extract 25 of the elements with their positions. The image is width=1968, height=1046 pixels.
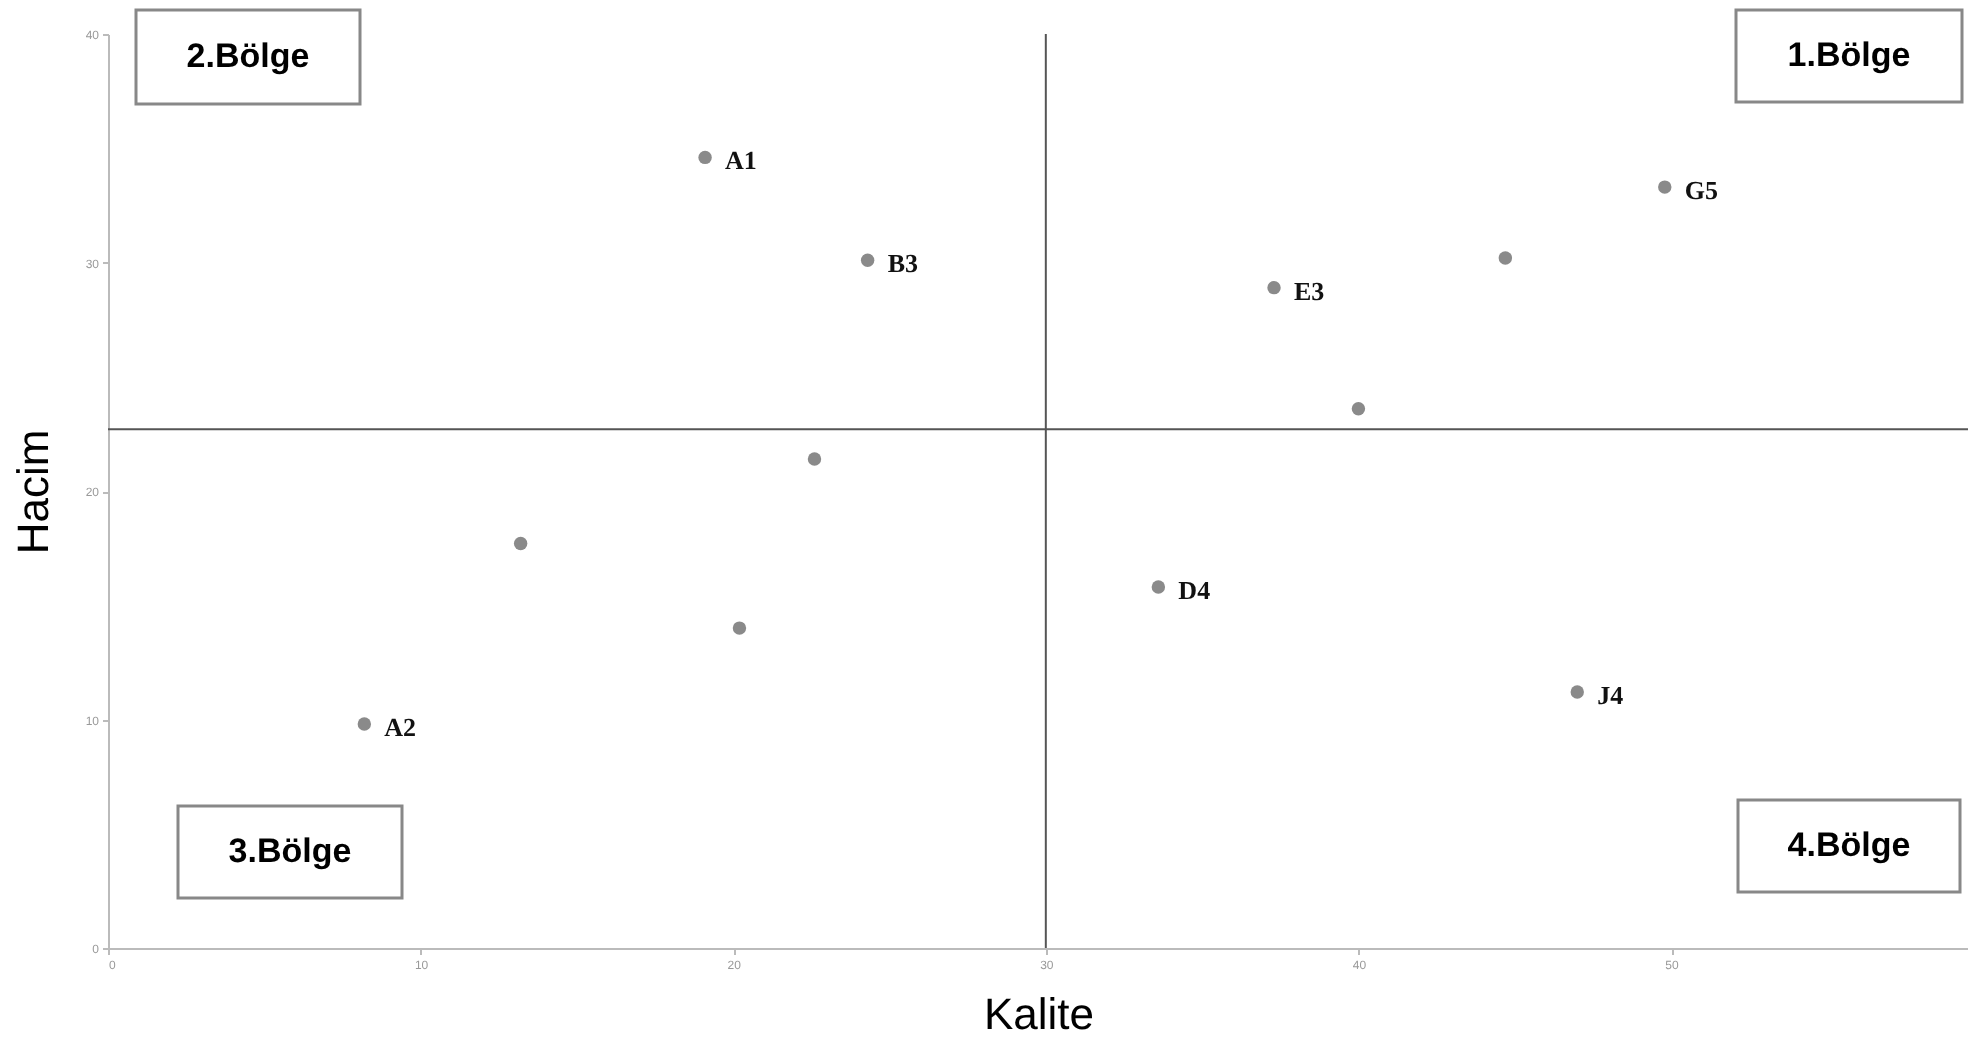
data-label: E3 <box>1294 275 1326 306</box>
annotation: 2.Bölge <box>186 37 310 75</box>
annotation: 3.Bölge <box>228 832 352 870</box>
point <box>860 253 875 267</box>
point <box>1351 402 1366 416</box>
point <box>1267 280 1281 295</box>
data-label: D4 <box>1178 574 1212 605</box>
data-label: B3 <box>887 248 919 279</box>
annotation: 1.Bölge <box>1787 36 1911 74</box>
point <box>1658 180 1672 194</box>
data-label: A2 <box>384 712 417 743</box>
y-axis-title: Hacim <box>7 429 58 555</box>
data-label: G5 <box>1684 175 1719 206</box>
point <box>357 717 372 731</box>
data-label: A1 <box>725 145 757 176</box>
data-label: J4 <box>1597 680 1625 711</box>
point <box>732 621 747 635</box>
point <box>698 150 712 165</box>
point <box>1151 580 1166 594</box>
x-axis-title: Kalite <box>983 989 1095 1039</box>
point <box>807 452 822 466</box>
point <box>1498 251 1513 265</box>
point <box>513 536 528 551</box>
annotation: 4.Bölge <box>1787 826 1911 864</box>
point <box>1570 685 1584 699</box>
